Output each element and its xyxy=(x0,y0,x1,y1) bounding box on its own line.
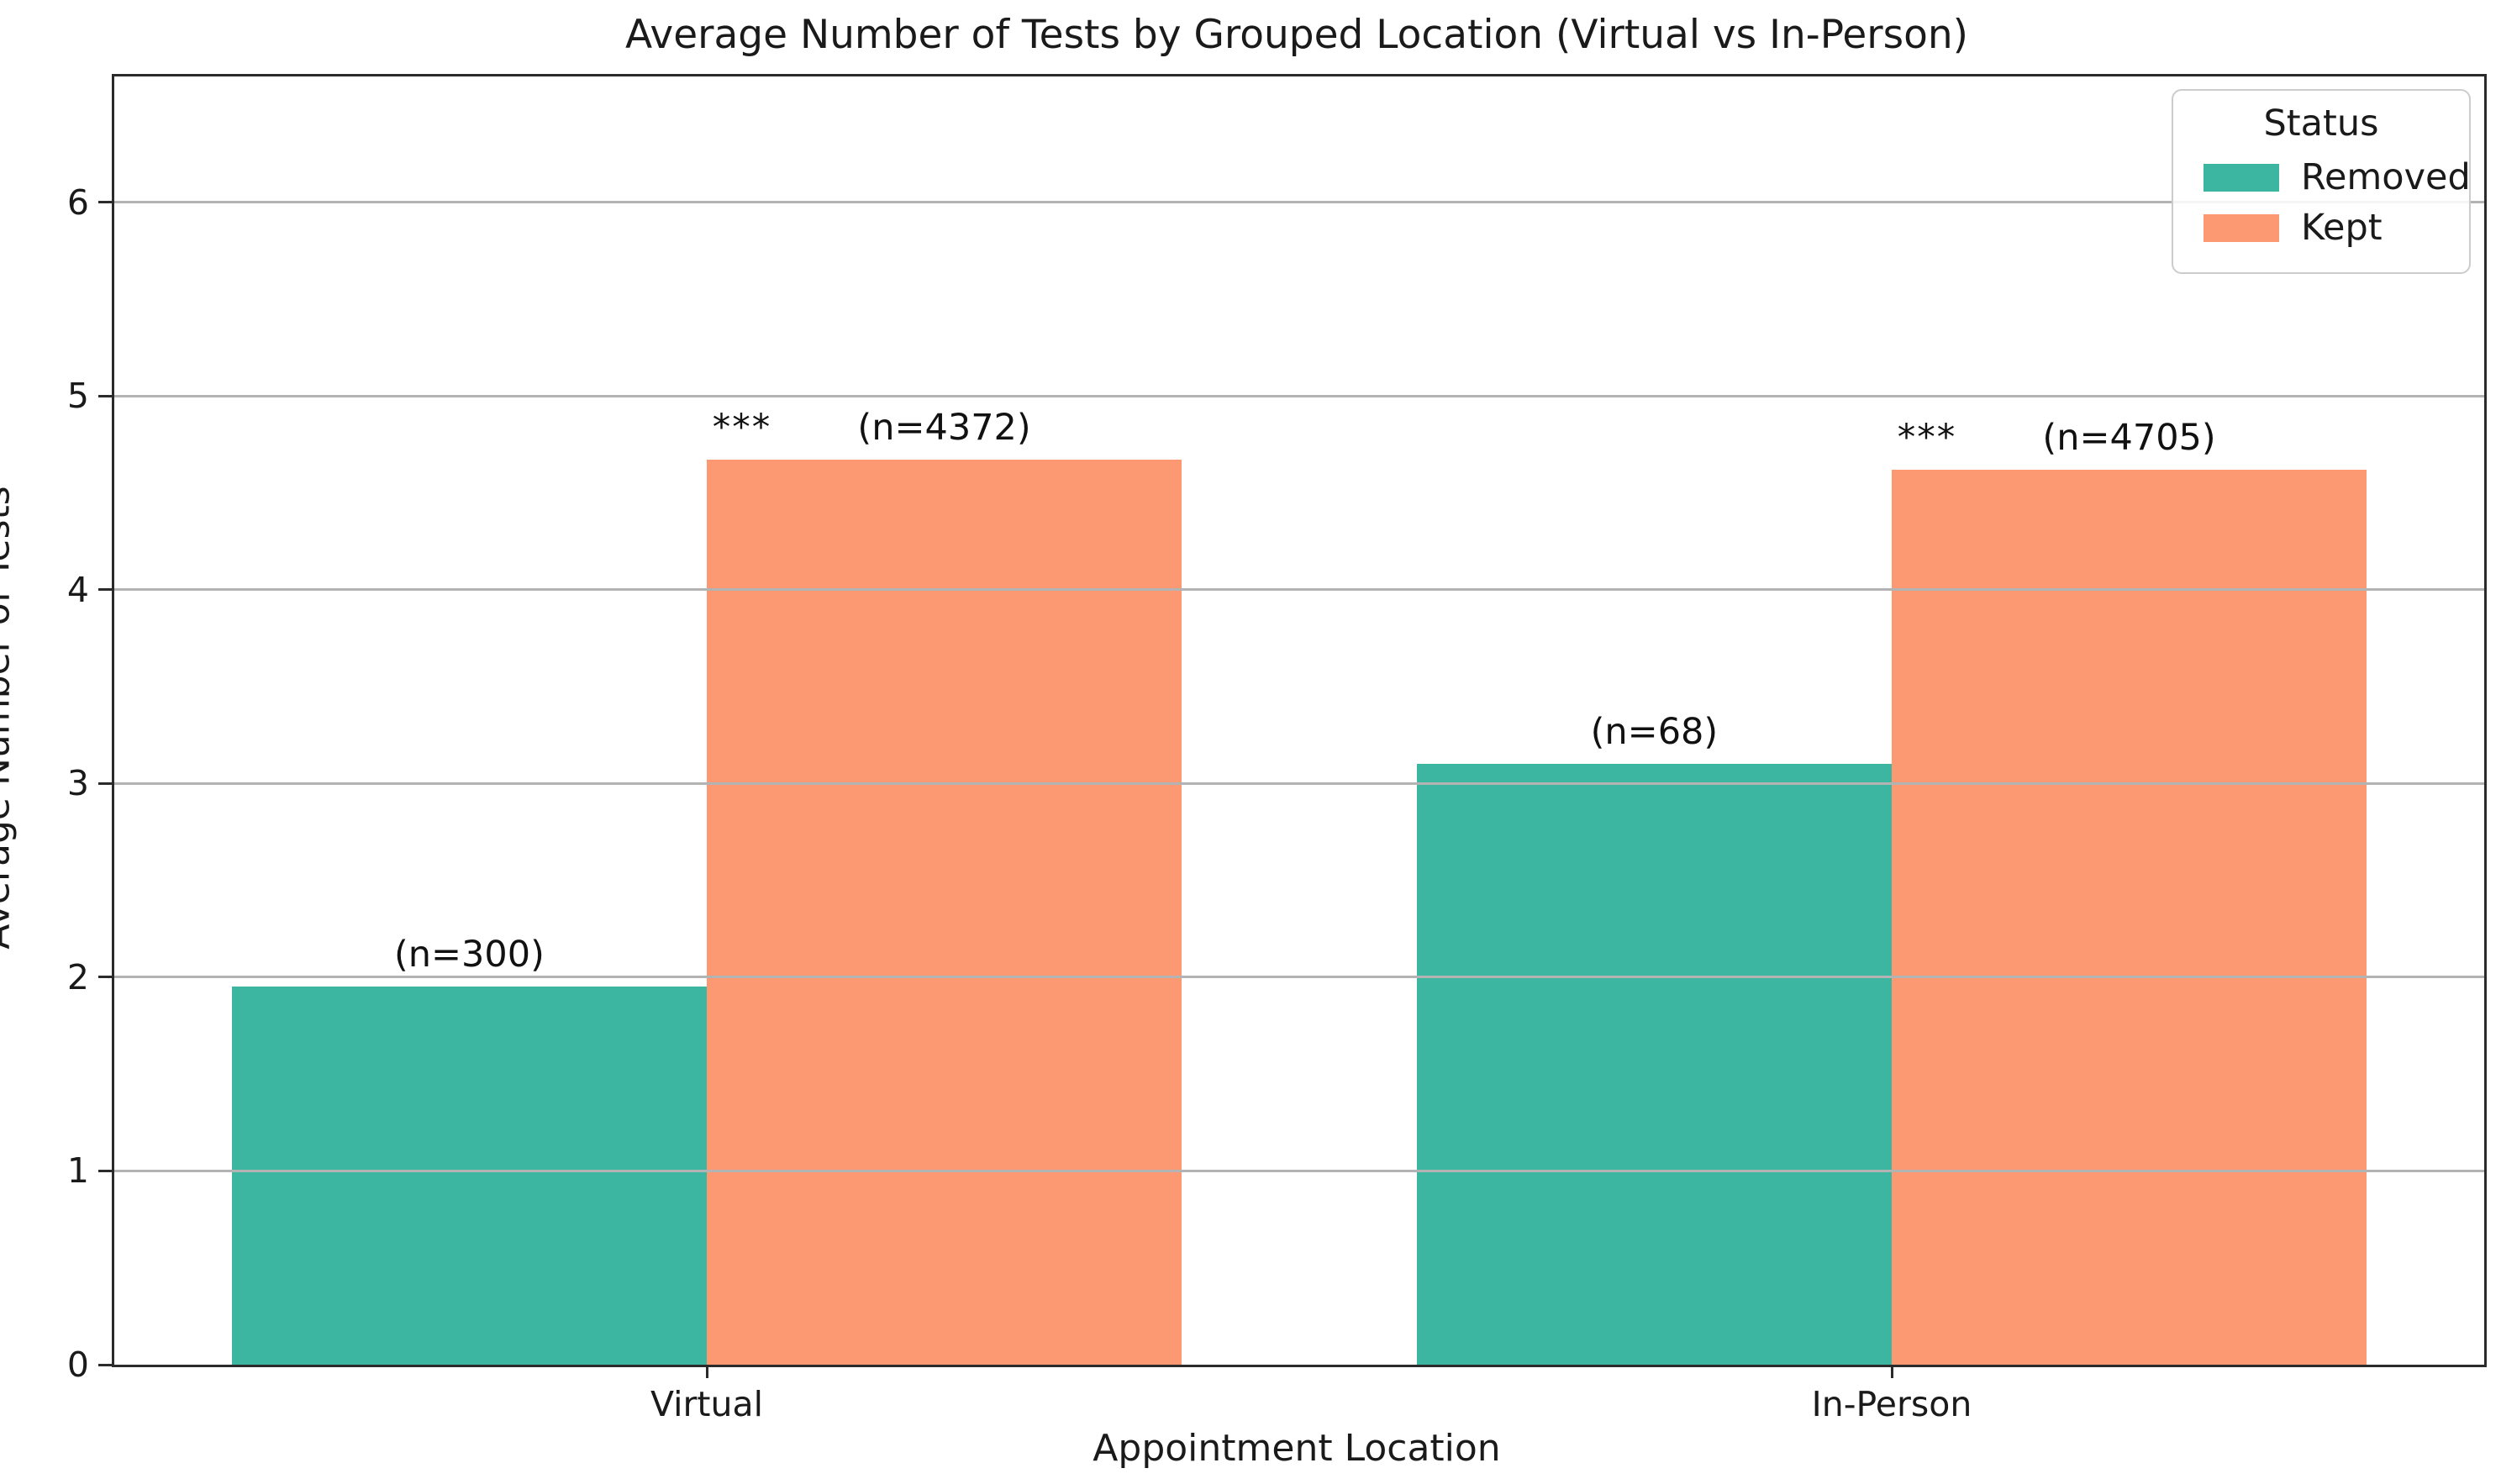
y-axis-label: Average Number of Tests xyxy=(0,486,18,950)
y-tick-mark xyxy=(98,781,112,785)
bar-removed-virtual xyxy=(231,987,707,1365)
bar-count-label: (n=300) xyxy=(393,934,545,976)
y-tick-mark xyxy=(98,976,112,979)
legend-label: Kept xyxy=(2301,207,2383,249)
legend-title: Status xyxy=(2263,103,2379,145)
legend-entry-kept: Kept xyxy=(2204,207,2469,249)
gridline-y-2 xyxy=(114,976,2484,979)
gridline-y-4 xyxy=(114,588,2484,592)
bar-removed-in-person xyxy=(1416,764,1892,1365)
y-tick-label: 0 xyxy=(66,1345,89,1385)
y-tick-mark xyxy=(98,201,112,204)
y-tick-mark xyxy=(98,588,112,592)
legend-entries: Removed Kept xyxy=(2173,156,2471,249)
x-tick-label: Virtual xyxy=(650,1384,763,1424)
bar-kept-virtual xyxy=(707,460,1182,1365)
y-tick-mark xyxy=(98,1363,112,1366)
x-axis-label: Appointment Location xyxy=(1093,1427,1501,1470)
y-tick-label: 2 xyxy=(66,956,89,997)
y-tick-label: 6 xyxy=(66,182,89,223)
legend-entry-removed: Removed xyxy=(2204,156,2471,198)
y-tick-label: 4 xyxy=(66,569,89,610)
significance-label: *** xyxy=(1897,416,1957,459)
bar-kept-in-person xyxy=(1892,469,2367,1365)
y-tick-label: 5 xyxy=(66,376,89,417)
x-tick-mark xyxy=(705,1365,708,1378)
gridline-y-1 xyxy=(114,1169,2484,1172)
gridline-y-6 xyxy=(114,201,2484,204)
y-tick-label: 3 xyxy=(66,763,89,804)
x-tick-label: In-Person xyxy=(1811,1384,1972,1424)
legend: Status Removed Kept xyxy=(2172,89,2471,274)
bar-count-label: (n=4705) xyxy=(2042,416,2216,459)
significance-label: *** xyxy=(712,407,772,450)
plot-area: Status Removed Kept 0 1 2 3 4 5 6 Virtual (n=300)… xyxy=(67,74,2487,1424)
y-tick-mark xyxy=(98,1169,112,1172)
x-tick-mark xyxy=(1890,1365,1893,1378)
chart-title: Average Number of Tests by Grouped Locat… xyxy=(625,12,1968,58)
legend-swatch-kept xyxy=(2204,213,2279,242)
gridline-y-5 xyxy=(114,394,2484,397)
legend-label: Removed xyxy=(2301,156,2471,198)
gridline-y-3 xyxy=(114,781,2484,785)
bar-count-label: (n=4372) xyxy=(857,407,1031,450)
y-tick-label: 1 xyxy=(66,1150,89,1192)
y-tick-mark xyxy=(98,394,112,397)
bar-count-label: (n=68) xyxy=(1590,711,1719,754)
legend-swatch-removed xyxy=(2204,163,2279,192)
